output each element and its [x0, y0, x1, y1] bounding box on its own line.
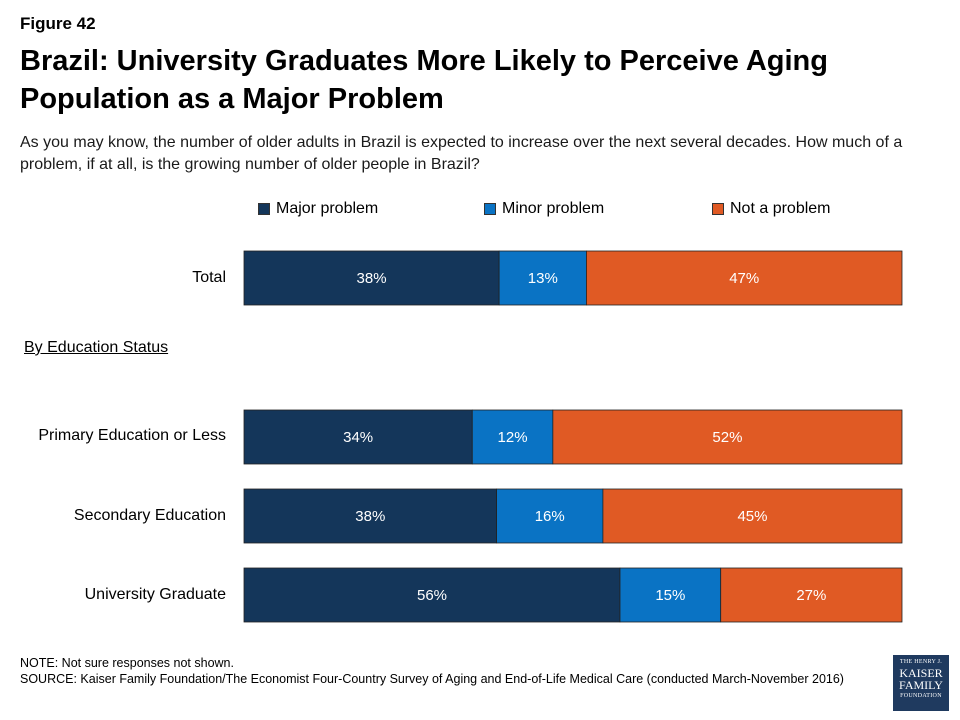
data-label-not-3: 27% — [796, 587, 826, 604]
legend-item-not: Not a problem — [712, 200, 831, 218]
bar-major-0 — [243, 250, 500, 306]
row-label-secondary: Secondary Education — [73, 507, 226, 524]
section-label: By Education Status — [24, 339, 169, 356]
legend-label-minor: Minor problem — [502, 200, 605, 217]
logo-line-2: KAISER — [899, 666, 943, 680]
row-label-total: Total — [192, 269, 226, 286]
row-label-primary: Primary Education or Less — [38, 427, 226, 444]
data-label-major-0: 38% — [357, 270, 387, 287]
chart-title: Brazil: University Graduates More Likely… — [20, 45, 828, 115]
data-label-minor-3: 15% — [655, 587, 685, 604]
legend-swatch-major — [258, 203, 270, 215]
bar-not-2 — [602, 488, 903, 544]
data-label-not-0: 47% — [729, 270, 759, 287]
data-label-minor-2: 16% — [535, 508, 565, 525]
legend-item-minor: Minor problem — [484, 200, 604, 218]
bar-minor-1 — [471, 409, 554, 465]
data-label-minor-0: 13% — [528, 270, 558, 287]
data-label-not-2: 45% — [737, 508, 767, 525]
footnote: NOTE: Not sure responses not shown. SOUR… — [20, 655, 870, 687]
data-label-major-2: 38% — [355, 508, 385, 525]
figure-label: Figure 42 — [20, 14, 96, 33]
legend-swatch-minor — [484, 203, 496, 215]
kff-logo: THE HENRY J. KAISER FAMILY FOUNDATION — [893, 655, 949, 711]
legend: Major problem Minor problem Not a proble… — [0, 200, 960, 224]
legend-swatch-not — [712, 203, 724, 215]
data-label-major-3: 56% — [417, 587, 447, 604]
bar-major-2 — [243, 488, 497, 544]
bar-not-1 — [552, 409, 903, 465]
bar-not-0 — [586, 250, 903, 306]
logo-line-3: FAMILY — [899, 678, 943, 692]
bar-minor-3 — [619, 567, 722, 623]
bar-major-3 — [243, 567, 621, 623]
row-label-university: University Graduate — [84, 586, 226, 603]
bar-not-3 — [720, 567, 903, 623]
chart-subtitle: As you may know, the number of older adu… — [20, 134, 903, 173]
bar-major-1 — [243, 409, 473, 465]
data-label-major-1: 34% — [343, 429, 373, 446]
bar-minor-2 — [496, 488, 604, 544]
logo-line-4: FOUNDATION — [900, 693, 942, 699]
legend-item-major: Major problem — [258, 200, 378, 218]
logo-line-1: THE HENRY J. — [899, 659, 943, 665]
bar-minor-0 — [498, 250, 587, 306]
source-text: SOURCE: Kaiser Family Foundation/The Eco… — [20, 672, 844, 686]
data-label-minor-1: 12% — [498, 429, 528, 446]
data-label-not-1: 52% — [712, 429, 742, 446]
legend-label-major: Major problem — [276, 200, 379, 217]
legend-label-not: Not a problem — [730, 200, 831, 217]
note-text: NOTE: Not sure responses not shown. — [20, 656, 234, 670]
